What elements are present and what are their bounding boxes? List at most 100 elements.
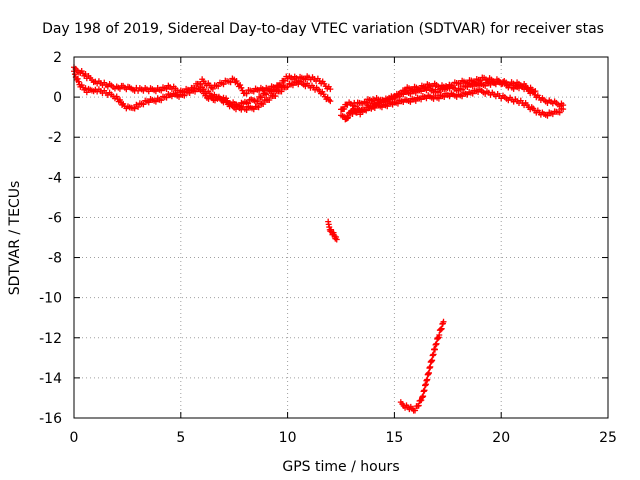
data-point [341, 105, 348, 112]
data-point [441, 93, 448, 100]
data-point [418, 96, 425, 103]
data-point [440, 318, 447, 325]
x-tick-label: 5 [176, 430, 185, 446]
data-point [152, 88, 159, 95]
data-point [560, 106, 567, 113]
data-point [163, 85, 170, 92]
data-point [237, 82, 244, 89]
data-point [145, 88, 152, 95]
x-tick-label: 15 [385, 430, 403, 446]
data-point [482, 82, 489, 89]
x-tick-label: 20 [492, 430, 510, 446]
data-point [236, 103, 243, 110]
data-point [181, 92, 188, 99]
data-point [446, 93, 453, 100]
data-point [152, 98, 159, 105]
data-point [330, 229, 337, 236]
data-point [135, 103, 142, 110]
data-point [163, 94, 170, 101]
data-point [263, 91, 270, 98]
data-point [333, 236, 340, 243]
data-point [422, 84, 429, 91]
x-axis-title: GPS time / hours [282, 459, 399, 475]
data-point [376, 100, 383, 107]
data-point [71, 71, 78, 78]
data-point [158, 97, 165, 104]
data-point [254, 97, 261, 104]
data-point [75, 78, 82, 85]
plot-frame [73, 56, 609, 419]
y-tick-label: -6 [48, 210, 62, 226]
data-point [233, 77, 240, 84]
data-point [435, 89, 442, 96]
y-tick-label: -14 [39, 371, 62, 387]
data-point [347, 109, 354, 116]
data-point [280, 82, 287, 89]
data-point [556, 109, 563, 116]
data-point [459, 93, 466, 100]
data-point [417, 85, 424, 92]
y-tick-label: -2 [48, 130, 62, 146]
data-point [211, 97, 218, 104]
data-point [145, 99, 152, 106]
data-point [131, 105, 138, 112]
data-point [384, 103, 391, 110]
data-point [459, 86, 466, 93]
data-point [444, 85, 451, 92]
chart-title: Day 198 of 2019, Sidereal Day-to-day VTE… [42, 21, 604, 37]
data-point [243, 107, 250, 114]
data-point [258, 94, 265, 101]
data-point [74, 75, 81, 82]
data-point [140, 101, 147, 108]
data-point [469, 90, 476, 97]
y-tick-label: -8 [48, 251, 62, 267]
data-point [272, 93, 279, 100]
data-point [325, 96, 332, 103]
data-point [398, 91, 405, 98]
data-point [471, 79, 478, 86]
y-axis-title: SDTVAR / TECUs [7, 181, 23, 296]
data-point [449, 82, 456, 89]
data-point [243, 90, 250, 97]
data-point [394, 100, 401, 107]
data-point [220, 81, 227, 88]
data-point [362, 106, 369, 113]
data-point [284, 83, 291, 90]
data-point [371, 105, 378, 112]
y-tick-label: -16 [39, 411, 62, 427]
data-point [363, 99, 370, 106]
y-tick-label: -4 [48, 170, 62, 186]
data-point [289, 82, 296, 89]
data-point [158, 87, 165, 94]
data-point [119, 101, 126, 108]
data-point [302, 76, 309, 83]
x-tick-label: 0 [70, 430, 79, 446]
data-point [402, 87, 409, 94]
data-point [477, 77, 484, 84]
data-point [345, 114, 352, 121]
data-point [82, 85, 89, 92]
data-point [273, 87, 280, 94]
data-point [544, 112, 551, 119]
data-point [250, 88, 257, 95]
data-point [464, 80, 471, 87]
data-point [266, 97, 273, 104]
data-point [412, 407, 419, 414]
data-point [238, 84, 245, 91]
data-point [327, 86, 334, 93]
data-point [532, 88, 539, 95]
data-point [418, 397, 425, 404]
data-point [367, 103, 374, 110]
data-point [260, 101, 267, 108]
data-point [386, 96, 393, 103]
data-point [209, 85, 216, 92]
data-point [168, 93, 175, 100]
data-point [407, 98, 414, 105]
data-point [412, 89, 419, 96]
data-point [327, 98, 334, 105]
x-tick-label: 10 [279, 430, 297, 446]
data-point [256, 87, 263, 94]
data-point [457, 80, 464, 87]
